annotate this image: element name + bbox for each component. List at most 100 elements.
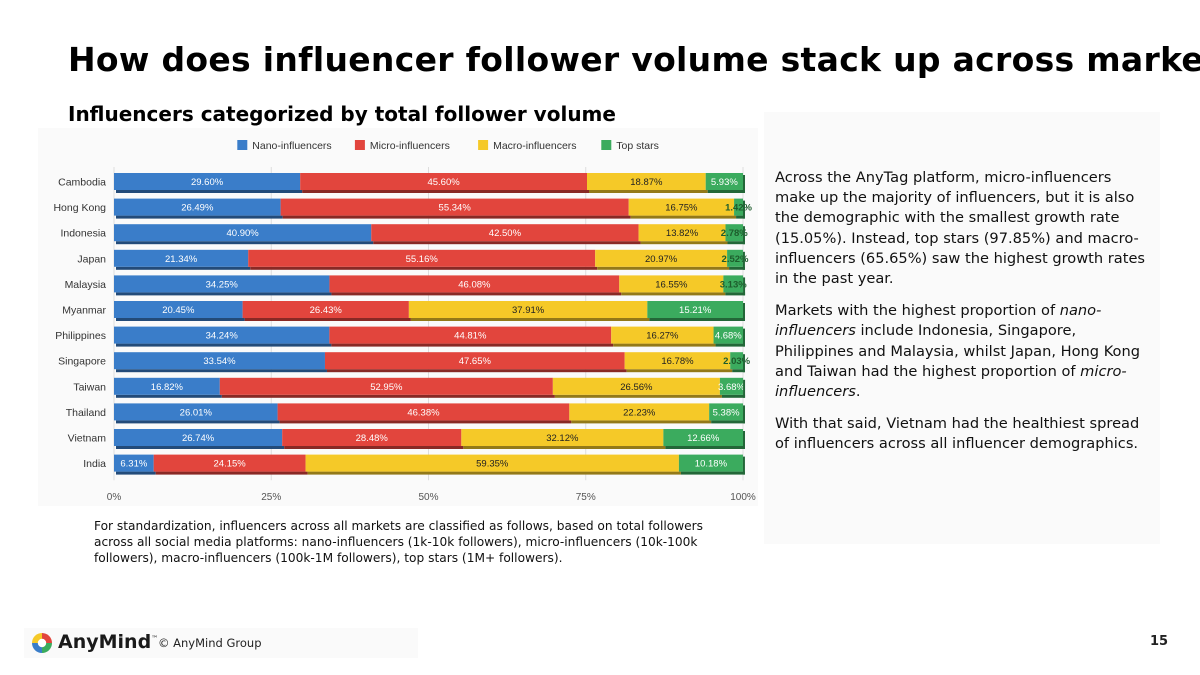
bar-end-cap-thailand [743, 405, 745, 424]
data-label-philippines-top-stars: 4.68% [715, 331, 742, 342]
bar-segment-india-top-stars [678, 454, 743, 472]
chart-subtitle: Influencers categorized by total followe… [68, 102, 616, 126]
bar-segment-thailand-micro-influencers [277, 403, 570, 421]
data-label-malaysia-nano-influencers: 34.25% [206, 279, 239, 290]
data-label-philippines-nano-influencers: 34.24% [206, 331, 239, 342]
legend-label-nano-influencers: Nano-influencers [252, 140, 331, 152]
data-label-vietnam-macro-influencers: 32.12% [546, 433, 579, 444]
data-label-cambodia-top-stars: 5.93% [711, 177, 738, 188]
bar-depth-hong-kong-macro-influencers [630, 215, 737, 219]
bar-depth-myanmar-macro-influencers [410, 318, 650, 321]
legend-label-micro-influencers: Micro-influencers [370, 140, 450, 152]
bar-depth-taiwan-nano-influencers [116, 394, 222, 398]
bar-end-cap-india [742, 456, 745, 475]
bar-depth-indonesia-macro-influencers [640, 241, 728, 245]
category-label-singapore: Singapore [58, 356, 106, 368]
bar-segment-taiwan-micro-influencers [219, 377, 553, 395]
bar-segment-malaysia-micro-influencers [329, 275, 620, 293]
data-label-hong-kong-micro-influencers: 55.34% [439, 203, 472, 214]
bar-segment-philippines-micro-influencers [329, 326, 612, 344]
bar-depth-cambodia-macro-influencers [589, 190, 708, 193]
bar-end-cap-taiwan [743, 379, 746, 398]
bar-depth-thailand-macro-influencers [571, 420, 712, 424]
bar-segment-japan-micro-influencers [248, 249, 596, 267]
bar-segment-indonesia-nano-influencers [114, 224, 372, 242]
legend-label-top-stars: Top stars [616, 140, 659, 152]
data-label-malaysia-macro-influencers: 16.55% [655, 279, 688, 290]
category-label-myanmar: Myanmar [62, 305, 106, 317]
bar-end-cap-philippines [743, 328, 745, 347]
bar-segment-japan-top-stars [727, 249, 743, 267]
category-label-thailand: Thailand [66, 407, 106, 419]
bar-depth-japan-micro-influencers [250, 266, 598, 270]
commentary-p2-start: Markets with the highest proportion of [775, 302, 1060, 320]
data-label-hong-kong-macro-influencers: 16.75% [665, 203, 698, 214]
bar-segment-malaysia-macro-influencers [619, 275, 724, 293]
data-label-taiwan-macro-influencers: 26.56% [620, 382, 653, 393]
data-label-malaysia-micro-influencers: 46.08% [458, 279, 491, 290]
bar-depth-indonesia-micro-influencers [373, 241, 641, 245]
data-label-philippines-micro-influencers: 44.81% [454, 331, 487, 342]
data-label-thailand-macro-influencers: 22.23% [623, 407, 656, 418]
bar-segment-thailand-macro-influencers [569, 403, 710, 421]
data-label-myanmar-micro-influencers: 26.43% [310, 305, 343, 316]
bar-depth-hong-kong-top-stars [736, 215, 745, 219]
bar-segment-india-nano-influencers [114, 454, 154, 472]
bar-segment-singapore-macro-influencers [624, 352, 731, 370]
bar-depth-taiwan-top-stars [721, 394, 746, 398]
bar-end-cap-cambodia [743, 175, 745, 193]
data-label-japan-top-stars: 2.52% [722, 254, 749, 265]
x-tick-label: 25% [261, 492, 281, 503]
bar-segment-indonesia-top-stars [725, 224, 743, 242]
data-label-cambodia-micro-influencers: 45.60% [427, 177, 460, 188]
bar-segment-indonesia-macro-influencers [638, 224, 726, 242]
commentary-p2-emphasis-nano: nano-influencers [775, 302, 1102, 340]
bar-depth-cambodia-micro-influencers [302, 190, 590, 193]
legend-swatch-top-stars [601, 140, 612, 150]
bar-depth-malaysia-nano-influencers [116, 292, 332, 296]
bar-segment-singapore-nano-influencers [114, 352, 325, 370]
bar-segment-myanmar-nano-influencers [114, 301, 243, 318]
data-label-indonesia-nano-influencers: 40.90% [227, 228, 260, 239]
data-label-taiwan-top-stars: 3.68% [718, 382, 745, 393]
bar-depth-singapore-top-stars [732, 369, 745, 373]
commentary-panel [764, 112, 1160, 544]
bar-segment-myanmar-micro-influencers [242, 301, 409, 318]
data-label-singapore-macro-influencers: 16.78% [661, 356, 694, 367]
commentary-paragraph-3: With that said, Vietnam had the healthie… [775, 415, 1140, 453]
data-label-japan-macro-influencers: 20.97% [645, 254, 678, 265]
bar-depth-hong-kong-micro-influencers [282, 215, 631, 219]
data-label-singapore-nano-influencers: 33.54% [203, 356, 236, 367]
data-label-malaysia-top-stars: 3.13% [720, 279, 747, 290]
data-label-indonesia-top-stars: 2.78% [721, 228, 748, 239]
bar-segment-taiwan-top-stars [719, 377, 744, 395]
data-label-cambodia-macro-influencers: 18.87% [630, 177, 663, 188]
page-number: 15 [1150, 634, 1169, 649]
bar-segment-cambodia-macro-influencers [587, 173, 706, 190]
bar-depth-malaysia-macro-influencers [621, 292, 726, 296]
bar-depth-japan-top-stars [729, 266, 745, 270]
bar-depth-thailand-nano-influencers [116, 420, 280, 424]
data-label-vietnam-top-stars: 12.66% [687, 433, 720, 444]
bar-end-cap-indonesia [743, 226, 745, 245]
bar-end-cap-malaysia [743, 277, 746, 296]
bar-segment-philippines-macro-influencers [611, 326, 714, 344]
bar-segment-singapore-top-stars [730, 352, 743, 370]
anymind-logo-wordmark: AnyMind™ [58, 631, 158, 653]
bar-depth-japan-macro-influencers [597, 266, 730, 270]
data-label-myanmar-nano-influencers: 20.45% [162, 305, 195, 316]
data-label-singapore-micro-influencers: 47.65% [459, 356, 492, 367]
bar-depth-thailand-top-stars [711, 420, 745, 424]
bar-segment-japan-macro-influencers [595, 249, 728, 267]
x-tick-label: 0% [107, 492, 122, 503]
page-title: How does influencer follower volume stac… [68, 40, 1200, 79]
data-label-india-top-stars: 10.18% [695, 459, 728, 470]
bar-segment-taiwan-macro-influencers [552, 377, 720, 395]
category-label-hong-kong: Hong Kong [53, 202, 106, 214]
legend-swatch-nano-influencers [237, 140, 248, 150]
category-label-japan: Japan [77, 253, 106, 265]
x-tick-label: 75% [576, 492, 596, 503]
bar-segment-taiwan-nano-influencers [114, 377, 220, 395]
data-label-japan-micro-influencers: 55.16% [406, 254, 439, 265]
brand-name: AnyMind [58, 631, 152, 653]
